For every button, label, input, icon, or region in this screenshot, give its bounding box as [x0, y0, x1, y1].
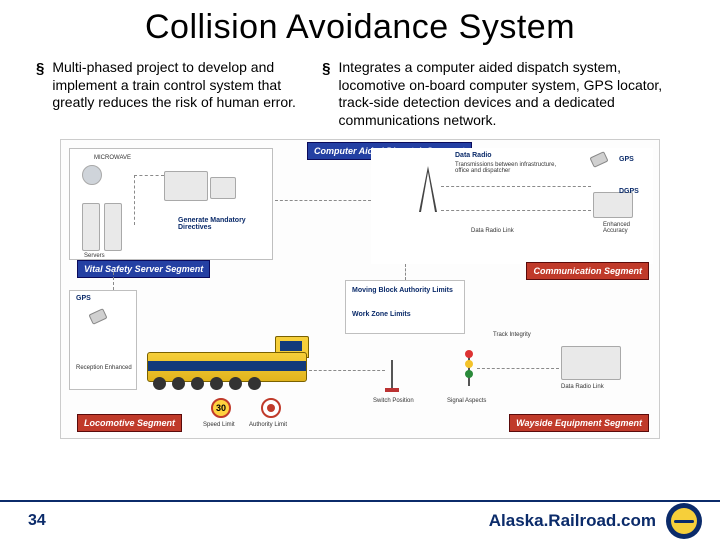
bullet-marker-icon: § [36, 59, 44, 129]
panel-gps-reception: GPS Reception Enhanced [69, 290, 137, 390]
label-servers: Servers [84, 253, 105, 259]
label-generate-directives: Generate Mandatory Directives [178, 217, 258, 231]
label-auth: Authority Limit [249, 422, 287, 428]
label-dgps: DGPS [619, 188, 639, 195]
dispatch-monitor-icon [164, 171, 208, 201]
link-dashed [113, 272, 114, 290]
bullet-right-text: Integrates a computer aided dispatch sys… [339, 59, 685, 129]
system-diagram: MICROWAVE Servers Generate Mandatory Dir… [60, 139, 660, 439]
panel-limits: Moving Block Authority Limits Work Zone … [345, 280, 465, 334]
label-switch-pos: Switch Position [373, 398, 414, 404]
page-number: 34 [28, 512, 46, 530]
link-dashed [309, 370, 385, 371]
link-dashed [134, 175, 164, 176]
link-dashed [405, 264, 406, 280]
dgps-station-icon [593, 192, 633, 218]
label-reception: Reception Enhanced [76, 365, 132, 371]
segment-label-comms: Communication Segment [526, 262, 649, 280]
segment-label-vital: Vital Safety Server Segment [77, 260, 210, 278]
label-track-integrity: Track Integrity [493, 332, 531, 338]
footer-url: Alaska.Railroad.com [489, 511, 656, 531]
bullet-left-text: Multi-phased project to develop and impl… [52, 59, 308, 129]
bullet-right: § Integrates a computer aided dispatch s… [322, 59, 684, 129]
segment-label-wayside: Wayside Equipment Segment [509, 414, 649, 432]
panel-radio-gps: Data Radio Transmissions between infrast… [371, 148, 653, 264]
label-signal-aspects: Signal Aspects [447, 398, 486, 404]
link-dashed [477, 368, 559, 369]
panel-dispatch: MICROWAVE Servers Generate Mandatory Dir… [69, 148, 273, 260]
slide-title: Collision Avoidance System [0, 0, 720, 47]
bullet-row: § Multi-phased project to develop and im… [0, 47, 720, 135]
server-rack2-icon [104, 203, 122, 251]
label-gps-top: GPS [619, 156, 634, 163]
bullet-marker-icon: § [322, 59, 330, 129]
label-data-radio-link2: Data Radio Link [561, 384, 631, 390]
data-radio-link-icon [561, 346, 621, 380]
label-data-radio: Data Radio [455, 152, 492, 159]
alaska-railroad-logo-icon [666, 503, 702, 539]
label-gps-left: GPS [76, 295, 91, 302]
link-dashed [134, 175, 135, 225]
label-data-radio-sub: Transmissions between infrastructure, of… [455, 162, 565, 174]
link-dashed [441, 210, 591, 211]
label-microwave: MICROWAVE [94, 155, 131, 161]
gps-satellite2-icon [88, 308, 107, 325]
authority-sign-icon [261, 398, 281, 418]
locomotive-icon [147, 352, 307, 382]
label-data-radio-link: Data Radio Link [471, 228, 514, 234]
dispatch-monitor2-icon [210, 177, 236, 199]
label-dgps-sub: Enhanced Accuracy [603, 222, 651, 234]
server-rack-icon [82, 203, 100, 251]
gps-satellite-icon [589, 151, 608, 168]
speed-limit-sign-icon: 30 [211, 398, 231, 418]
segment-label-locomotive: Locomotive Segment [77, 414, 182, 432]
link-dashed [441, 186, 591, 187]
label-moving-block: Moving Block Authority Limits [352, 287, 462, 294]
bullet-left: § Multi-phased project to develop and im… [36, 59, 308, 129]
label-speed: Speed Limit [203, 422, 235, 428]
microwave-dish-icon [82, 165, 102, 185]
link-dashed [275, 200, 371, 201]
label-work-zone: Work Zone Limits [352, 311, 462, 318]
slide-footer: 34 Alaska.Railroad.com [0, 500, 720, 540]
